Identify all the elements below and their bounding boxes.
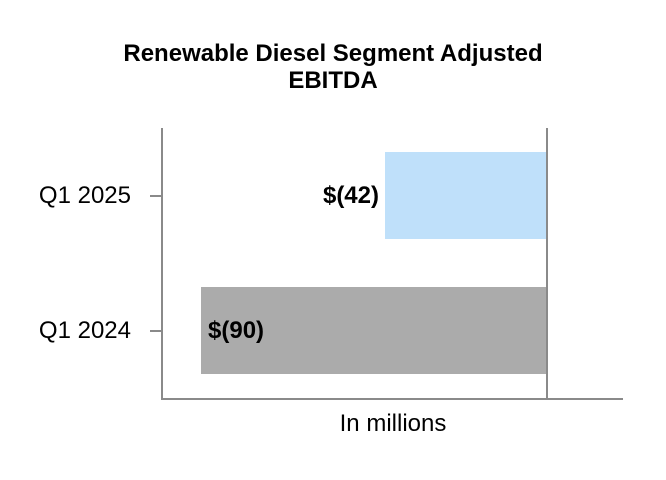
chart-title-line1: Renewable Diesel Segment Adjusted bbox=[123, 40, 543, 67]
category-label-q1-2024: Q1 2024 bbox=[38, 317, 131, 344]
bar-q1-2024 bbox=[201, 287, 546, 374]
category-label-q1-2025: Q1 2025 bbox=[38, 182, 131, 209]
data-label-q1-2024: $(90) bbox=[208, 317, 265, 344]
y-axis-line bbox=[161, 128, 163, 400]
y-axis-tick-q1-2024 bbox=[150, 330, 161, 332]
x-axis-line bbox=[161, 398, 623, 400]
x-axis-title: In millions bbox=[339, 410, 447, 437]
plot-area: Q1 2025 $(42) Q1 2024 $(90) bbox=[39, 128, 623, 400]
chart-title: Renewable Diesel Segment Adjusted EBITDA bbox=[0, 40, 666, 94]
bar-q1-2025 bbox=[385, 152, 546, 239]
data-label-q1-2025: $(42) bbox=[322, 182, 379, 209]
chart-title-line2: EBITDA bbox=[288, 67, 378, 94]
y-axis-tick-q1-2025 bbox=[150, 195, 161, 197]
zero-gridline bbox=[546, 128, 548, 398]
